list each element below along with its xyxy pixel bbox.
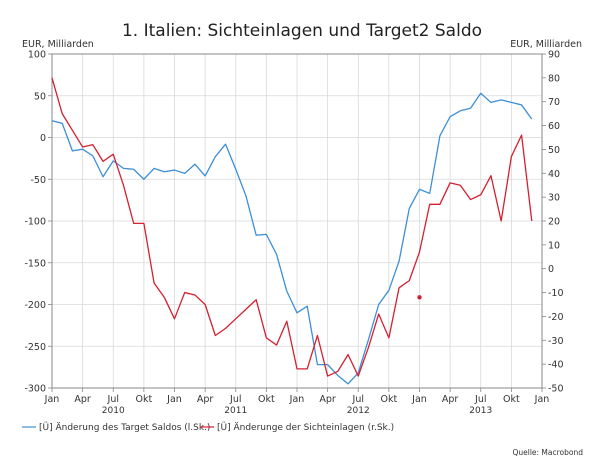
series-point-1 xyxy=(417,295,422,300)
left-tick-label: 50 xyxy=(34,91,46,102)
source-note: Quelle: Macrobond xyxy=(512,448,583,457)
year-label: 2013 xyxy=(469,406,492,416)
x-tick-label: Okt xyxy=(136,394,153,405)
left-tick-label: -100 xyxy=(24,217,46,228)
right-tick-label: -20 xyxy=(548,312,564,323)
right-tick-label: -40 xyxy=(548,360,564,371)
legend-label-sichteinlagen: [Ü] Änderunge der Sichteinlagen (r.Sk.) xyxy=(217,422,394,433)
left-tick-label: 0 xyxy=(40,133,46,144)
x-tick-label: Jul xyxy=(474,394,486,405)
x-tick-label: Apr xyxy=(74,394,91,405)
right-tick-label: 0 xyxy=(548,264,554,275)
legend: [Ü] Änderung des Target Saldos (l.Sk.) [… xyxy=(22,422,394,433)
left-tick-label: -300 xyxy=(24,384,46,395)
right-tick-label: 50 xyxy=(548,145,560,156)
right-tick-label: 70 xyxy=(548,97,560,108)
right-axis: 90 80 70 60 50 40 30 20 10 0 -10 -20 -30 -40 -50 xyxy=(542,50,564,395)
left-tick-label: 100 xyxy=(28,50,46,61)
grid-lines xyxy=(52,53,542,389)
x-tick-label: Apr xyxy=(197,394,214,405)
right-tick-label: -30 xyxy=(548,336,564,347)
x-tick-label: Jan xyxy=(44,394,60,405)
x-tick-label: Jan xyxy=(534,394,550,405)
right-tick-label: 30 xyxy=(548,193,560,204)
x-tick-label: Okt xyxy=(503,394,520,405)
left-tick-label: -50 xyxy=(30,175,46,186)
x-tick-label: Jan xyxy=(289,394,305,405)
x-tick-label: Apr xyxy=(319,394,336,405)
year-label: 2011 xyxy=(224,406,247,416)
left-tick-label: -150 xyxy=(24,258,46,269)
right-tick-label: 40 xyxy=(548,169,560,180)
right-tick-label: -10 xyxy=(548,288,564,299)
left-axis-unit-label: EUR, Milliarden xyxy=(22,39,94,50)
right-tick-label: 90 xyxy=(548,50,560,61)
chart-title: 1. Italien: Sichteinlagen und Target2 Sa… xyxy=(122,21,482,41)
right-tick-label: 20 xyxy=(548,217,560,228)
x-tick-label: Jul xyxy=(352,394,364,405)
year-label: 2012 xyxy=(347,406,370,416)
x-tick-label: Jul xyxy=(229,394,241,405)
year-label: 2010 xyxy=(102,406,125,416)
right-tick-label: 10 xyxy=(548,240,560,251)
right-axis-unit-label: EUR, Milliarden xyxy=(510,39,582,50)
x-axis: Jan Apr Jul Okt Jan Apr Jul Okt Jan Apr Jul Okt Jan A… xyxy=(44,388,550,416)
right-tick-label: -50 xyxy=(548,384,564,395)
x-tick-label: Okt xyxy=(258,394,275,405)
x-tick-label: Okt xyxy=(381,394,398,405)
left-tick-label: -200 xyxy=(24,300,46,311)
right-tick-label: 60 xyxy=(548,121,560,132)
x-tick-label: Jan xyxy=(411,394,427,405)
x-tick-label: Jul xyxy=(107,394,119,405)
x-tick-label: Jan xyxy=(166,394,182,405)
left-axis: 100 50 0 -50 -100 -150 -200 -250 -300 xyxy=(24,50,52,395)
legend-label-target-saldo: [Ü] Änderung des Target Saldos (l.Sk.) xyxy=(39,422,210,433)
left-tick-label: -250 xyxy=(24,342,46,353)
series-line-1 xyxy=(51,77,533,377)
x-tick-label: Apr xyxy=(442,394,459,405)
right-tick-label: 80 xyxy=(548,73,560,84)
series-line-0 xyxy=(51,92,533,385)
series-group xyxy=(51,77,533,385)
